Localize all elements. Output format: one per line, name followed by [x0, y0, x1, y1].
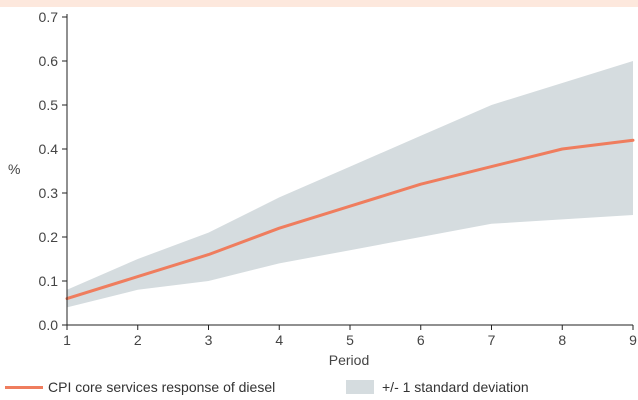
y-tick-label: 0.2 — [39, 229, 59, 245]
legend-item-band: +/- 1 standard deviation — [346, 378, 529, 396]
y-tick-label: 0.1 — [39, 273, 59, 289]
y-tick-label: 0.6 — [39, 53, 59, 69]
x-tick-label: 3 — [205, 332, 213, 348]
x-axis-label: Period — [329, 352, 369, 368]
legend-line-swatch — [5, 385, 43, 389]
y-tick-label: 0.0 — [39, 317, 59, 333]
legend-band-label: +/- 1 standard deviation — [382, 379, 529, 395]
chart-canvas: 0.0 0.1 0.2 0.3 0.4 0.5 0.6 0.7 1 2 3 4 5 6 7 8 9 % Peri… — [8, 9, 637, 368]
x-tick-label: 8 — [558, 332, 566, 348]
y-tick-label: 0.7 — [39, 9, 59, 25]
legend-item-line: CPI core services response of diesel — [5, 378, 275, 396]
x-tick-label: 1 — [63, 332, 71, 348]
y-tick-label: 0.5 — [39, 97, 59, 113]
top-color-band — [0, 0, 638, 7]
x-tick-label: 6 — [417, 332, 425, 348]
x-tick-label: 9 — [629, 332, 637, 348]
legend-line-label: CPI core services response of diesel — [48, 379, 276, 395]
y-axis-label: % — [8, 161, 20, 177]
legend-band-swatch — [346, 380, 374, 394]
y-tick-label: 0.4 — [39, 141, 59, 157]
x-tick-label: 4 — [275, 332, 283, 348]
x-tick-label: 2 — [134, 332, 142, 348]
response-line — [65, 138, 635, 301]
y-tick-label: 0.3 — [39, 185, 59, 201]
x-tick-label: 7 — [488, 332, 496, 348]
legend: CPI core services response of diesel +/-… — [0, 374, 638, 400]
x-tick-label: 5 — [346, 332, 354, 348]
std-dev-band — [67, 61, 633, 308]
